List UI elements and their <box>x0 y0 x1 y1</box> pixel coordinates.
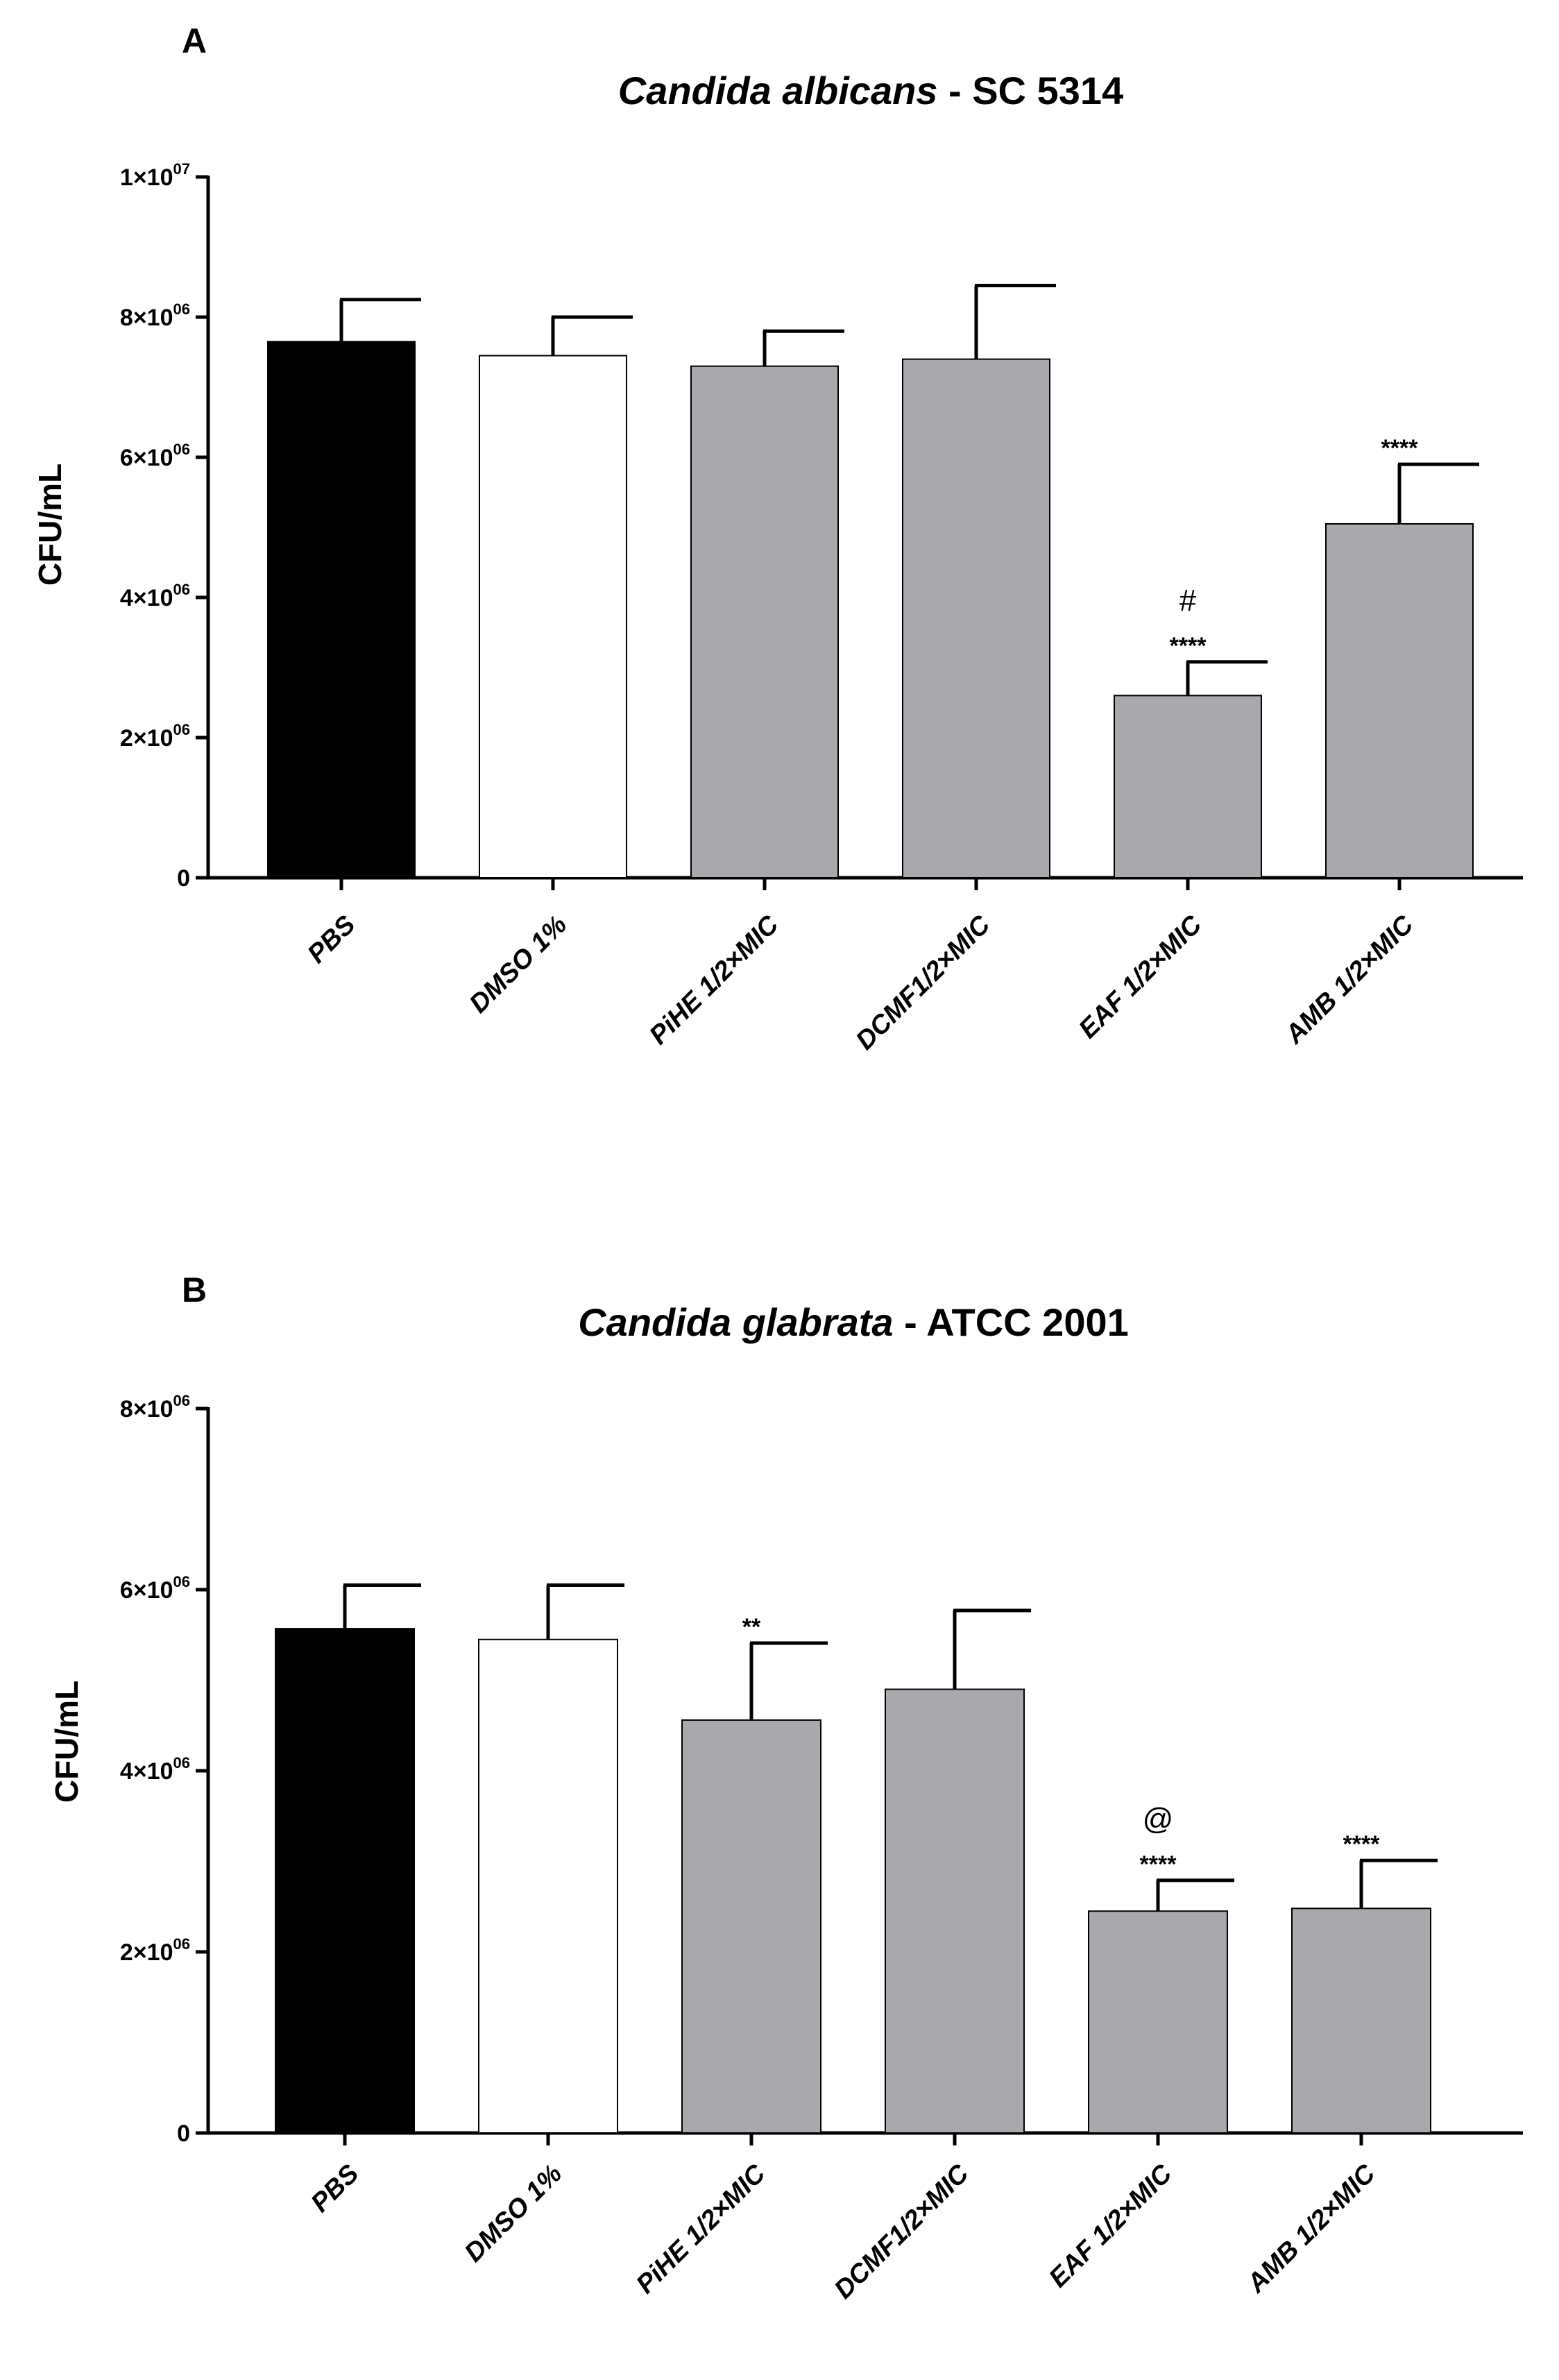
bar <box>885 1688 1025 2134</box>
chart-title: Candida glabrata - ATCC 2001 <box>578 1300 1129 1344</box>
y-tick-label: 1×1007 <box>120 160 190 191</box>
x-tick-label: DMSO 1% <box>459 2159 568 2268</box>
chart-panel-a: A Candida albicans - SC 5314 CFU/mL 0 2×1… <box>32 22 1523 1055</box>
bar <box>275 1628 415 2134</box>
x-tick-label: PiHE 1/2×MIC <box>644 910 785 1051</box>
y-tick-label: 0 <box>177 865 190 892</box>
y-axis-label: CFU/mL <box>49 1681 85 1803</box>
x-tick-label: PBS <box>302 910 361 969</box>
significance-mark: @ <box>1143 1802 1174 1836</box>
x-tick-label: DMSO 1% <box>464 910 573 1019</box>
significance-mark: **** <box>1381 435 1419 461</box>
x-tick-label: PiHE 1/2×MIC <box>631 2159 772 2300</box>
title-strain: - SC 5314 <box>937 69 1123 112</box>
y-tick-label: 6×1006 <box>120 1573 190 1604</box>
y-tick-label: 4×1006 <box>120 1754 190 1785</box>
chart-title: Candida albicans - SC 5314 <box>618 69 1123 112</box>
y-tick-label: 8×1006 <box>120 1392 190 1422</box>
bar <box>478 1638 618 2134</box>
bar <box>479 355 627 878</box>
x-tick-label: EAF 1/2×MIC <box>1073 910 1208 1044</box>
x-tick-label: PBS <box>305 2159 364 2218</box>
bar <box>681 1719 821 2134</box>
x-tick-label: DCMF1/2×MIC <box>851 910 996 1055</box>
bar <box>1325 522 1474 878</box>
title-species: Candida albicans <box>618 69 938 112</box>
x-tick-label: EAF 1/2×MIC <box>1043 2159 1178 2293</box>
y-tick-label: 8×1006 <box>120 300 190 331</box>
chart-panel-b: B Candida glabrata - ATCC 2001 CFU/mL 0 2… <box>49 1270 1523 2304</box>
bar <box>1088 1910 1228 2134</box>
bar <box>1291 1907 1431 2134</box>
panel-letter: A <box>182 22 207 60</box>
title-species: Candida glabrata <box>578 1300 893 1344</box>
panel-letter: B <box>182 1270 207 1309</box>
x-tick-label: DCMF1/2×MIC <box>829 2159 975 2304</box>
bar <box>690 365 839 878</box>
significance-mark: **** <box>1140 1851 1177 1878</box>
significance-mark: **** <box>1170 633 1207 659</box>
y-tick-label: 2×1006 <box>120 1935 190 1966</box>
y-tick-label: 6×1006 <box>120 441 190 471</box>
bar <box>267 341 416 879</box>
bar <box>1114 695 1262 879</box>
significance-mark: # <box>1179 584 1197 618</box>
y-axis-label: CFU/mL <box>32 464 68 586</box>
x-tick-label: AMB 1/2×MIC <box>1241 2159 1381 2299</box>
y-tick-label: 2×1006 <box>120 721 190 751</box>
significance-mark: ** <box>742 1614 761 1640</box>
y-tick-label: 4×1006 <box>120 581 190 611</box>
y-tick-label: 0 <box>177 2120 190 2147</box>
x-tick-label: AMB 1/2×MIC <box>1279 910 1420 1050</box>
significance-mark: **** <box>1343 1831 1381 1858</box>
title-strain: - ATCC 2001 <box>894 1300 1129 1344</box>
bar <box>902 358 1050 878</box>
plot-area: 0 2×1006 4×1006 6×1006 8×1006 1×1007 PBS DMSO 1… <box>120 160 1523 1055</box>
plot-area: 0 2×1006 4×1006 6×1006 8×1006 PBS DMSO 1% PiHE … <box>120 1392 1523 2304</box>
